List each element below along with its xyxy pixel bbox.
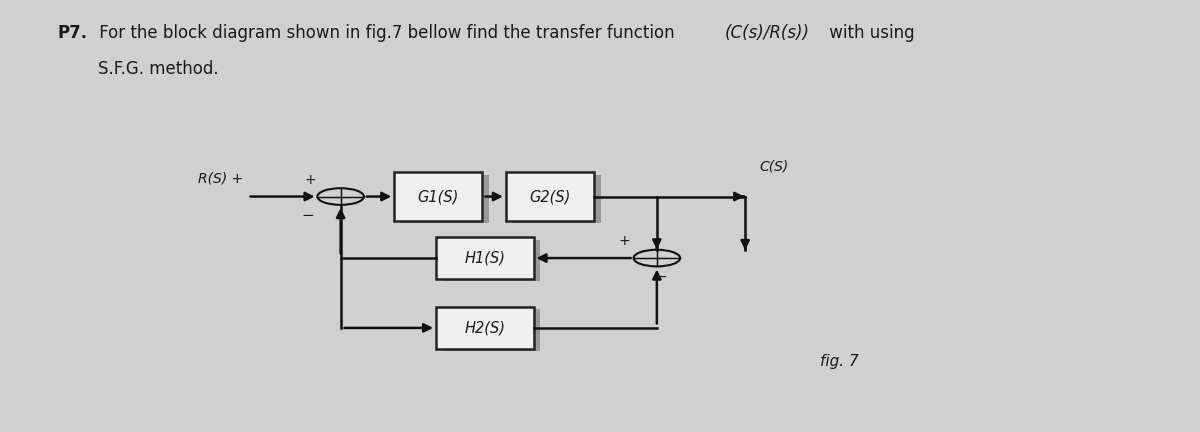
FancyBboxPatch shape [443, 309, 540, 351]
Text: H2(S): H2(S) [464, 321, 505, 335]
Text: +: + [618, 234, 630, 248]
FancyBboxPatch shape [394, 172, 482, 221]
Text: R(S) +: R(S) + [198, 171, 242, 185]
Text: with using: with using [824, 24, 916, 42]
FancyBboxPatch shape [436, 307, 534, 349]
Text: G2(S): G2(S) [529, 189, 570, 204]
FancyBboxPatch shape [512, 175, 600, 223]
FancyBboxPatch shape [443, 240, 540, 281]
Text: G1(S): G1(S) [418, 189, 458, 204]
Text: C(S): C(S) [760, 159, 788, 173]
Text: −: − [655, 270, 667, 284]
FancyBboxPatch shape [401, 175, 488, 223]
Text: (C(s)/R(s)): (C(s)/R(s)) [725, 24, 810, 42]
Text: −: − [301, 207, 314, 222]
Text: P7.: P7. [58, 24, 88, 42]
Text: fig. 7: fig. 7 [820, 354, 858, 368]
Text: For the block diagram shown in fig.7 bellow find the transfer function: For the block diagram shown in fig.7 bel… [94, 24, 679, 42]
Text: +: + [304, 172, 316, 187]
Text: S.F.G. method.: S.F.G. method. [98, 60, 220, 79]
Text: H1(S): H1(S) [464, 251, 505, 266]
FancyBboxPatch shape [436, 237, 534, 279]
FancyBboxPatch shape [505, 172, 594, 221]
